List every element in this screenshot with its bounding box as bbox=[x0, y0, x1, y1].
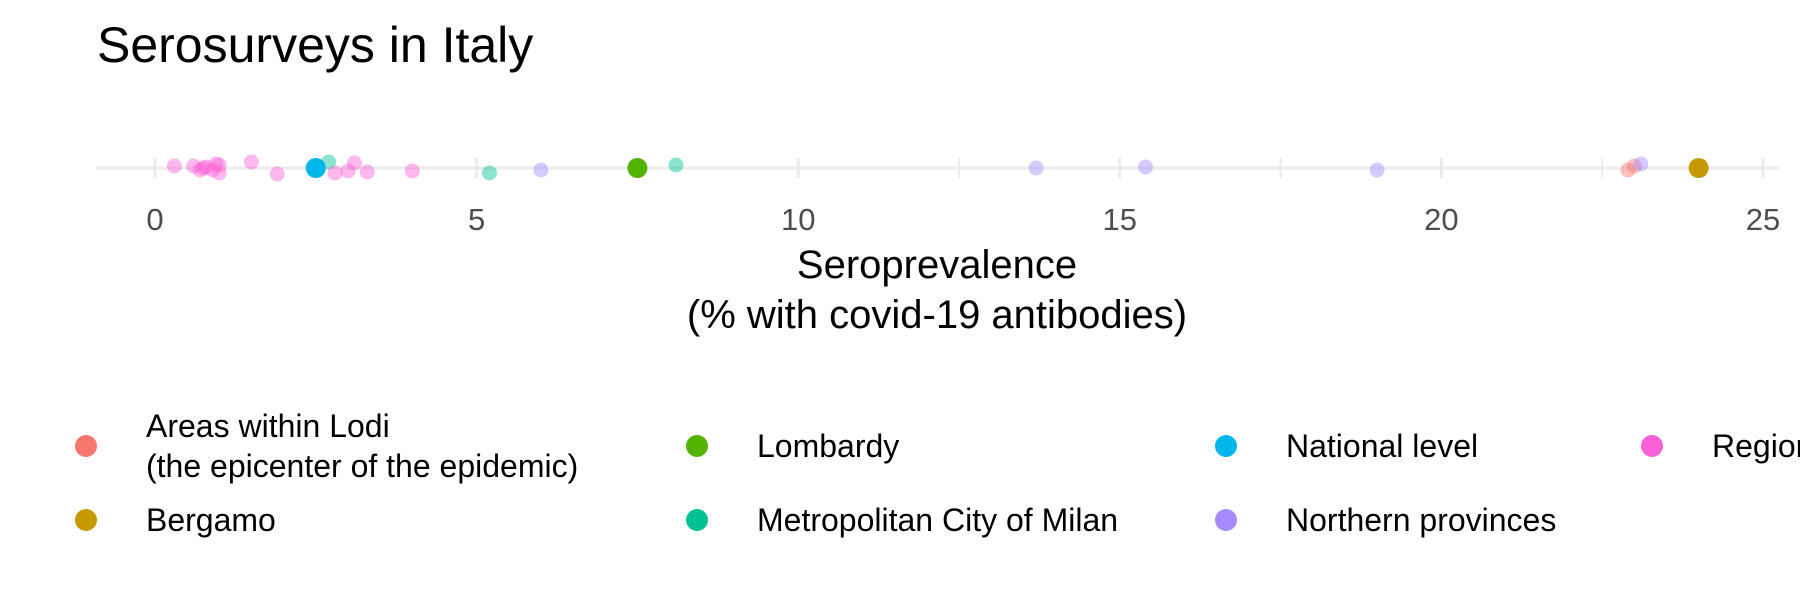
data-point bbox=[208, 156, 224, 172]
legend-label: Lombardy bbox=[757, 428, 899, 464]
data-point bbox=[359, 164, 375, 180]
data-point bbox=[1620, 162, 1636, 178]
data-point bbox=[1028, 160, 1044, 176]
legend-key bbox=[686, 509, 708, 531]
data-point bbox=[211, 165, 227, 181]
data-point bbox=[1138, 159, 1154, 175]
x-tick-label: 20 bbox=[1424, 202, 1458, 237]
data-point bbox=[327, 165, 343, 181]
data-point bbox=[533, 162, 549, 178]
data-points bbox=[166, 154, 1709, 182]
data-point bbox=[1633, 156, 1649, 172]
legend-label: Areas within Lodi (the epicenter of the e… bbox=[146, 408, 578, 484]
data-point bbox=[192, 162, 208, 178]
x-tick-label: 25 bbox=[1746, 202, 1780, 237]
x-axis-title-line-2: (% with covid-19 antibodies) bbox=[687, 293, 1187, 337]
legend-key bbox=[1641, 435, 1663, 457]
x-axis-title-line-1: Seroprevalence bbox=[797, 243, 1077, 287]
data-point bbox=[1626, 158, 1642, 174]
data-point bbox=[1369, 162, 1385, 178]
data-point bbox=[195, 160, 211, 176]
legend-key bbox=[75, 509, 97, 531]
data-point bbox=[340, 163, 356, 179]
data-point bbox=[404, 163, 420, 179]
x-tick-label: 10 bbox=[781, 202, 815, 237]
legend-label: National level bbox=[1286, 428, 1478, 464]
x-tick-labels: 0 5 10 15 20 25 bbox=[146, 202, 1780, 237]
data-point bbox=[269, 166, 285, 182]
data-point bbox=[346, 155, 362, 171]
data-point bbox=[305, 158, 326, 178]
data-point bbox=[243, 154, 259, 170]
data-point bbox=[211, 157, 227, 173]
legend-label: Metropolitan City of Milan bbox=[757, 502, 1118, 538]
legend: Areas within Lodi (the epicenter of the e… bbox=[75, 408, 1800, 538]
data-point bbox=[186, 158, 202, 174]
chart-title: Serosurveys in Italy bbox=[97, 17, 533, 73]
legend-key bbox=[1215, 509, 1237, 531]
data-point bbox=[627, 158, 648, 178]
x-tick-label: 5 bbox=[468, 202, 485, 237]
legend-label: Regions bbox=[1712, 428, 1800, 464]
legend-key bbox=[75, 435, 97, 457]
data-point bbox=[205, 162, 221, 178]
legend-label: Bergamo bbox=[146, 502, 276, 538]
data-point bbox=[668, 157, 684, 173]
data-point bbox=[1688, 158, 1709, 178]
x-tick-label: 15 bbox=[1103, 202, 1137, 237]
legend-label: Northern provinces bbox=[1286, 502, 1556, 538]
data-point bbox=[198, 159, 214, 175]
data-point bbox=[166, 158, 182, 174]
legend-key bbox=[1215, 435, 1237, 457]
x-tick-label: 0 bbox=[146, 202, 163, 237]
data-point bbox=[481, 165, 497, 181]
legend-key bbox=[686, 435, 708, 457]
